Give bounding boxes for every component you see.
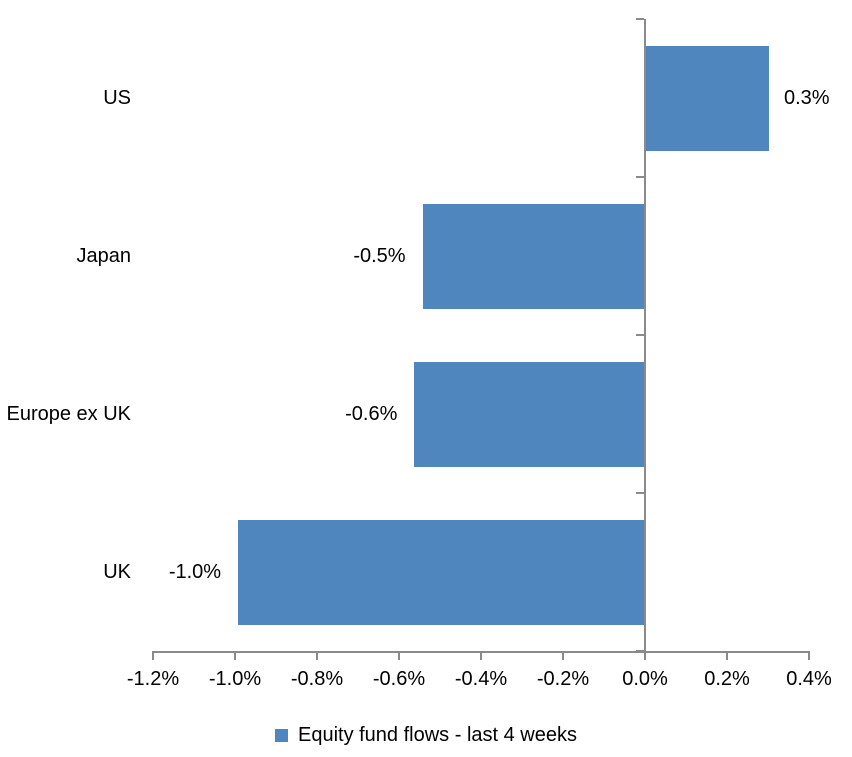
category-label-japan: Japan — [76, 245, 132, 267]
category-label-uk: UK — [103, 561, 131, 583]
y-axis-line — [644, 19, 646, 660]
data-label-europe-ex-uk: -0.6% — [345, 403, 398, 425]
x-axis-label-0-6: -0.6% — [372, 668, 426, 690]
x-axis-tick-1-2 — [152, 653, 154, 660]
x-axis-label-0-4: -0.4% — [454, 668, 508, 690]
x-axis-tick-0-4 — [480, 653, 482, 660]
x-axis-line — [152, 651, 810, 653]
legend-label: Equity fund flows - last 4 weeks — [297, 724, 577, 746]
bar-europe-ex-uk — [414, 361, 644, 467]
data-label-japan: -0.5% — [353, 245, 406, 267]
y-axis-tick-1 — [636, 176, 644, 178]
x-axis-label-0-2: -0.2% — [536, 668, 590, 690]
legend: Equity fund flows - last 4 weeks — [0, 722, 852, 748]
y-axis-tick-2 — [636, 334, 644, 336]
x-axis-tick-0-6 — [398, 653, 400, 660]
y-axis-tick-4 — [636, 650, 644, 652]
category-label-us: US — [103, 87, 131, 109]
x-axis-label-0-2: 0.2% — [704, 668, 750, 690]
x-axis-tick-0-4 — [808, 653, 810, 660]
x-axis-tick-0-2 — [562, 653, 564, 660]
y-axis-tick-0 — [636, 18, 644, 20]
x-axis-label-0-4: 0.4% — [786, 668, 832, 690]
x-axis-label-0-0: 0.0% — [622, 668, 668, 690]
x-axis-tick-0-8 — [316, 653, 318, 660]
data-label-us: 0.3% — [784, 87, 830, 109]
y-axis-tick-3 — [636, 492, 644, 494]
x-axis-label-1-2: -1.2% — [126, 668, 180, 690]
x-axis-tick-0-2 — [726, 653, 728, 660]
legend-swatch — [274, 728, 288, 742]
x-axis-tick-1-0 — [234, 653, 236, 660]
data-label-uk: -1.0% — [168, 561, 222, 583]
x-axis-label-0-8: -0.8% — [290, 668, 344, 690]
bar-uk — [238, 519, 644, 625]
bar-japan — [422, 203, 644, 309]
x-axis-tick-0-0 — [644, 653, 646, 660]
bar-us — [646, 45, 769, 151]
x-axis-label-1-0: -1.0% — [208, 668, 262, 690]
category-label-europe-ex-uk: Europe ex UK — [6, 403, 131, 425]
